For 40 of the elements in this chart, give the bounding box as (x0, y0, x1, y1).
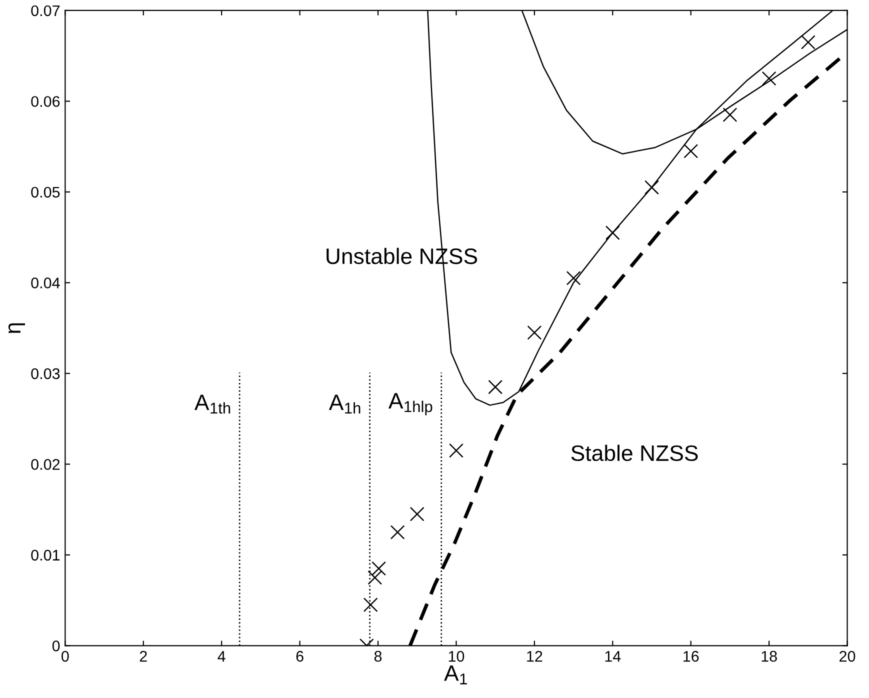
x-tick-label: 18 (762, 650, 777, 662)
point (410, 506, 424, 522)
point (605, 226, 620, 240)
y-tick-label: 0.05 (31, 186, 60, 198)
point (363, 598, 378, 612)
point (762, 71, 776, 86)
y-tick-label: 0.07 (31, 5, 60, 16)
x-axis-title: A$_{1}$ (444, 666, 467, 684)
x-tick-label: 12 (527, 650, 542, 662)
y-tick-label: 0.01 (31, 550, 60, 561)
point (644, 180, 659, 195)
point (390, 525, 405, 540)
x-tick-label: 10 (448, 650, 464, 662)
point (800, 35, 816, 50)
y-axis-title: η (8, 323, 26, 334)
x-tick-label: 0 (62, 650, 69, 662)
annotation: Stable NZSS (571, 444, 698, 462)
y-tick-label: 0.04 (31, 278, 60, 288)
point (527, 325, 542, 340)
point (372, 561, 386, 576)
point (566, 270, 581, 286)
point (684, 144, 698, 158)
point (368, 570, 382, 585)
ref-line-label: A$_{1h}$ (328, 394, 360, 414)
point (449, 443, 464, 458)
x-tick-label: 8 (374, 650, 382, 662)
y-tick-label: 0.06 (31, 96, 60, 107)
x-tick-label: 14 (605, 651, 621, 662)
ref-line-label: A$_{1hlp}$ (388, 393, 432, 416)
x-tick-label: 20 (840, 650, 856, 662)
y-tick-label: 0.02 (31, 459, 60, 470)
point (722, 108, 738, 122)
ref-line-label: A$_{1th}$ (194, 394, 230, 414)
x-tick-label: 2 (140, 650, 147, 662)
x-tick-label: 16 (684, 650, 699, 662)
point (488, 380, 503, 394)
x-tick-label: 6 (296, 650, 304, 662)
x-tick-label: 4 (218, 651, 226, 662)
y-tick-label: 0.03 (31, 368, 60, 380)
y-tick-label: 0 (52, 640, 60, 652)
